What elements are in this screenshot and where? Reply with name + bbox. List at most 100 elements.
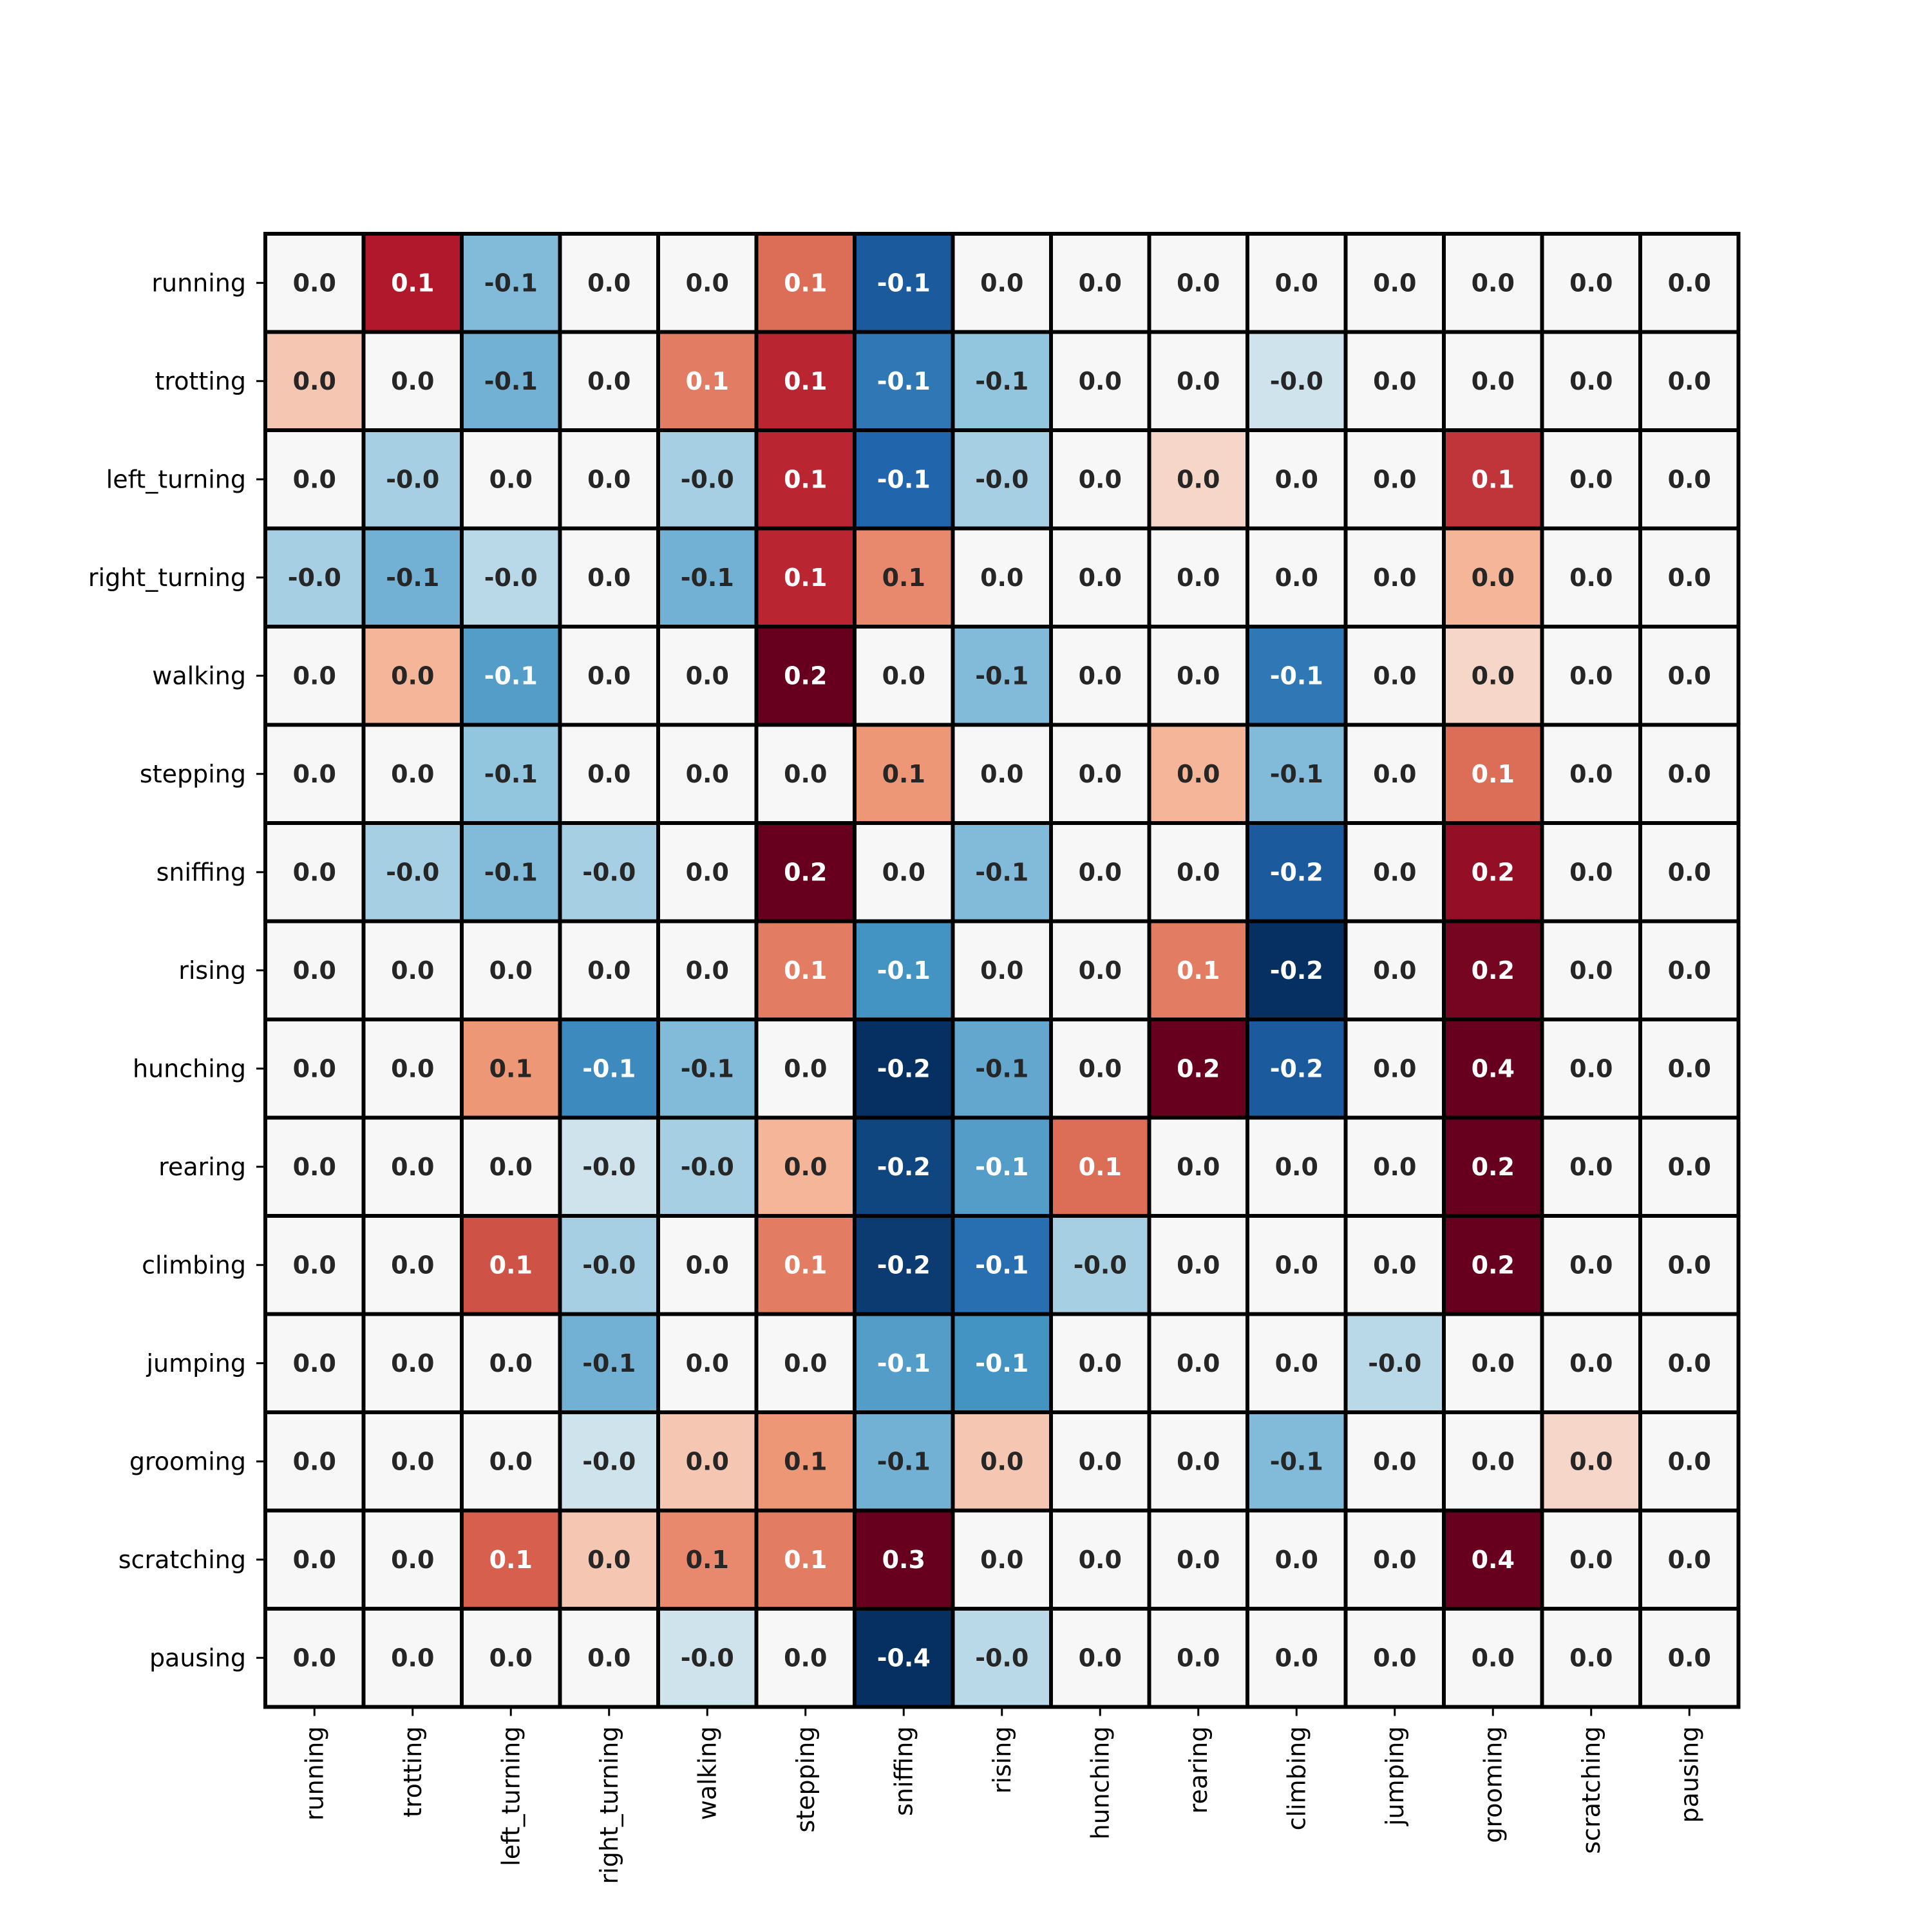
cell-value-label: 0.0: [686, 1349, 729, 1378]
y-tick-label: trotting: [155, 367, 247, 395]
cell-value-label: 0.0: [1668, 1349, 1711, 1378]
x-tick-label: walking: [693, 1727, 721, 1821]
cell-value-label: -0.0: [582, 858, 636, 886]
heatmap-cell: [1442, 1115, 1544, 1218]
heatmap-cell: [656, 1508, 759, 1611]
cell-value-label: 0.0: [1177, 1153, 1220, 1181]
x-tick-label: sniffing: [889, 1727, 918, 1816]
cell-value-label: 0.0: [1668, 1546, 1711, 1574]
heatmap-cell: [1540, 1410, 1642, 1513]
cell-value-label: 0.0: [293, 661, 336, 690]
heatmap-cell: [263, 723, 366, 825]
cell-value-label: 0.0: [1079, 956, 1122, 985]
heatmap-cell: [754, 1410, 857, 1513]
cell-value-label: 0.0: [1472, 564, 1515, 592]
heatmap-cell: [263, 232, 366, 334]
heatmap-cell: [263, 1214, 366, 1316]
cell-value-label: -0.1: [975, 661, 1028, 690]
cell-value-label: 0.0: [1472, 1349, 1515, 1378]
cell-value-label: 0.0: [587, 956, 630, 985]
cell-value-label: -0.2: [1270, 1054, 1323, 1083]
heatmap-cell: [853, 1508, 955, 1611]
cell-value-label: 0.2: [1177, 1054, 1220, 1083]
heatmap-cell: [1049, 1312, 1151, 1414]
cell-value-label: -0.0: [1074, 1251, 1127, 1279]
cell-value-label: 0.0: [489, 956, 533, 985]
heatmap-cell: [1638, 428, 1741, 531]
cell-value-label: 0.0: [1668, 1643, 1711, 1672]
heatmap-cell: [1147, 1214, 1249, 1316]
heatmap-cell: [1245, 526, 1348, 629]
cell-value-label: 0.0: [980, 269, 1023, 297]
heatmap-cell: [1638, 1214, 1741, 1316]
heatmap-cell: [1540, 1115, 1642, 1218]
cell-value-label: -0.0: [681, 1153, 734, 1181]
cell-value-label: 0.0: [1177, 1447, 1220, 1475]
cell-value-label: 0.0: [1079, 1447, 1122, 1475]
cell-value-label: 0.0: [391, 661, 434, 690]
cell-value-label: 0.0: [1079, 465, 1122, 493]
heatmap-cell: [460, 1410, 562, 1513]
heatmap-cell: [361, 1312, 464, 1414]
cell-value-label: 0.0: [784, 1153, 827, 1181]
heatmap-cell: [1343, 1410, 1446, 1513]
cell-value-label: -0.1: [877, 269, 931, 297]
cell-value-label: 0.0: [1472, 661, 1515, 690]
cell-value-label: 0.0: [1373, 1643, 1416, 1672]
cell-value-label: 0.0: [293, 1447, 336, 1475]
cell-value-label: 0.0: [293, 1349, 336, 1378]
y-tick-label: pausing: [149, 1643, 246, 1672]
cell-value-label: -0.0: [681, 465, 734, 493]
y-tick-label: running: [151, 269, 246, 297]
heatmap-cell: [1049, 1115, 1151, 1218]
cell-value-label: 0.0: [1177, 367, 1220, 395]
heatmap-cell: [1049, 428, 1151, 531]
cell-value-label: 0.0: [980, 1546, 1023, 1574]
y-axis-ticks: running trotting left_turning right_turning…: [88, 269, 265, 1672]
cell-value-label: 0.0: [686, 858, 729, 886]
cell-value-label: 0.1: [784, 1251, 827, 1279]
cell-value-label: -0.2: [877, 1054, 931, 1083]
cell-value-label: -0.0: [975, 1643, 1028, 1672]
heatmap-cell: [558, 625, 660, 727]
cell-value-label: 0.0: [293, 465, 336, 493]
heatmap-cell: [656, 723, 759, 825]
cell-value-label: 0.0: [784, 1054, 827, 1083]
cell-value-label: 0.0: [489, 1349, 533, 1378]
heatmap-cell: [558, 526, 660, 629]
cell-value-label: 0.4: [1472, 1054, 1515, 1083]
heatmap-cell: [951, 1115, 1053, 1218]
cell-value-label: 0.0: [1373, 465, 1416, 493]
cell-value-label: 0.0: [784, 760, 827, 788]
heatmap-cell: [1147, 526, 1249, 629]
heatmap-cell: [1245, 821, 1348, 923]
cell-value-label: 0.0: [1373, 760, 1416, 788]
cell-value-label: 0.0: [1569, 269, 1613, 297]
cell-value-label: 0.1: [784, 564, 827, 592]
y-tick-label: rising: [178, 956, 246, 985]
cell-value-label: 0.0: [1373, 956, 1416, 985]
cell-value-label: 0.0: [391, 1643, 434, 1672]
heatmap-cell: [951, 232, 1053, 334]
cell-value-label: 0.0: [293, 760, 336, 788]
cell-value-label: 0.0: [1668, 1153, 1711, 1181]
x-tick-label: scratching: [1577, 1727, 1605, 1854]
cell-value-label: 0.0: [1472, 269, 1515, 297]
cell-value-label: 0.0: [1472, 367, 1515, 395]
heatmap-cell: [656, 1018, 759, 1120]
cell-value-label: 0.0: [1177, 661, 1220, 690]
heatmap-cell: [951, 821, 1053, 923]
heatmap-cell: [361, 232, 464, 334]
heatmap-cell: [1638, 821, 1741, 923]
cell-value-label: 0.0: [1569, 956, 1613, 985]
cell-value-label: 0.0: [1668, 956, 1711, 985]
cell-value-label: -0.0: [386, 465, 439, 493]
cell-value-label: -0.0: [1270, 367, 1323, 395]
cell-value-label: 0.0: [980, 564, 1023, 592]
heatmap-cell: [361, 625, 464, 727]
cell-value-label: 0.0: [1275, 1546, 1318, 1574]
heatmap-cell: [1442, 821, 1544, 923]
cell-value-label: 0.0: [391, 1251, 434, 1279]
x-tick-label: left_turning: [497, 1727, 525, 1866]
heatmap-cell: [1638, 1312, 1741, 1414]
